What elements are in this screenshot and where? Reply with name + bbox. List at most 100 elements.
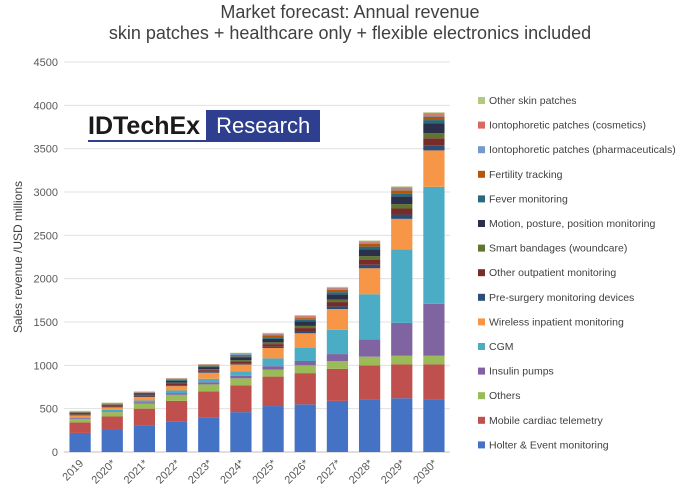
y-tick-label: 4500 [34,57,58,69]
bar-segment [165,379,188,381]
x-tick-label: 2023* [186,457,215,486]
x-tick-label: 2025* [250,457,279,486]
bar-segment [101,407,123,410]
x-tick-label: 2026* [283,457,312,486]
bar-segment [391,322,413,356]
y-tick-label: 4000 [34,100,58,112]
bar-segment [262,342,284,345]
bar-segment [423,112,445,114]
legend-swatch [478,220,485,227]
bar-segment [133,402,156,404]
legend-swatch [478,121,485,129]
legend-swatch [478,170,485,178]
chart-subtitle: skin patches + healthcare only + flexibl… [108,23,592,43]
legend-swatch [478,97,485,104]
bar-segment [391,193,413,197]
bar-segment [326,309,349,330]
x-tick-label: 2022* [154,457,183,486]
legend-label: Motion, posture, position monitoring [489,218,655,230]
bar-segment [294,333,316,348]
bar-segment [423,186,445,304]
bar-segment [294,404,316,452]
bar-segment [326,361,349,369]
bar-segment [198,369,220,371]
bar-segment [165,386,188,391]
bar-segment [391,188,413,191]
bar-segment [165,390,188,394]
x-tick-label: 2030* [411,457,440,486]
bar-segment [262,344,284,347]
legend-label: Iontophoretic patches (cosmetics) [489,120,646,132]
bar-segment [101,411,123,413]
bar-segment [326,289,349,293]
bar-segment [198,384,220,392]
bar-segment [69,413,91,414]
bar-segment [294,348,316,361]
bar-segment [326,302,349,307]
bar-segment [294,315,316,317]
bar-segment [358,249,381,257]
bar-segment [423,138,445,146]
legend-label: Fever monitoring [489,193,568,205]
bar-segment [294,373,316,405]
bar-segment [358,259,381,265]
legend-label: Other skin patches [489,95,577,107]
bar-segment [391,398,413,452]
bar-segment [262,338,284,343]
bar-segment [101,404,123,406]
y-tick-label: 3000 [34,187,58,199]
y-tick-label: 2000 [34,274,58,286]
bar-segment [230,412,252,452]
legend-label: Pre-surgery monitoring devices [489,292,634,304]
x-tick-label: 2019 [60,458,86,484]
bar-segment [294,318,316,320]
chart-title: Market forecast: Annual revenue [220,2,480,22]
legend-swatch [478,293,485,301]
bar-segment [262,346,284,348]
x-tick-label: 2021* [122,457,151,486]
bar-segment [198,372,220,379]
legend-swatch [478,416,485,424]
bar-segment [230,356,252,358]
bar-segment [69,419,91,423]
idtechex-logo: IDTechEx Research [88,110,321,142]
logo-text-left: IDTechEx [88,110,207,142]
bar-segment [165,385,188,387]
bar-segment [133,393,156,395]
bar-segment [294,316,316,319]
x-tick-label: 2028* [347,457,376,486]
bar-segment [391,204,413,209]
bar-segment [391,218,413,250]
bar-segment [423,114,445,117]
bar-segment [165,380,188,383]
bar-segment [326,306,349,309]
bar-segment [165,382,188,384]
legend-swatch [478,195,485,203]
bar-segment [101,412,123,417]
bar-segment [423,133,445,139]
bar-segment [391,196,413,205]
bar-segment [358,242,381,244]
bar-segment [69,422,91,433]
bar-segment [230,361,252,364]
bar-segment [294,315,316,316]
bar-segment [391,190,413,194]
bar-segment [358,339,381,357]
bar-segment [294,331,316,334]
bar-segment [198,417,220,452]
y-tick-label: 1000 [34,360,58,372]
bar-segment [358,399,381,452]
bar-segment [391,208,413,215]
bar-segment [423,355,445,365]
bar-segment [326,329,349,355]
bar-segment [358,356,381,366]
bar-segment [230,357,252,361]
bar-segment [165,394,188,401]
bar-segment [358,365,381,400]
legend-label: Others [489,390,521,402]
bar-segment [230,378,252,386]
x-tick-label: 2020* [90,457,119,486]
bar-segment [326,354,349,361]
bar-segment [262,366,284,370]
